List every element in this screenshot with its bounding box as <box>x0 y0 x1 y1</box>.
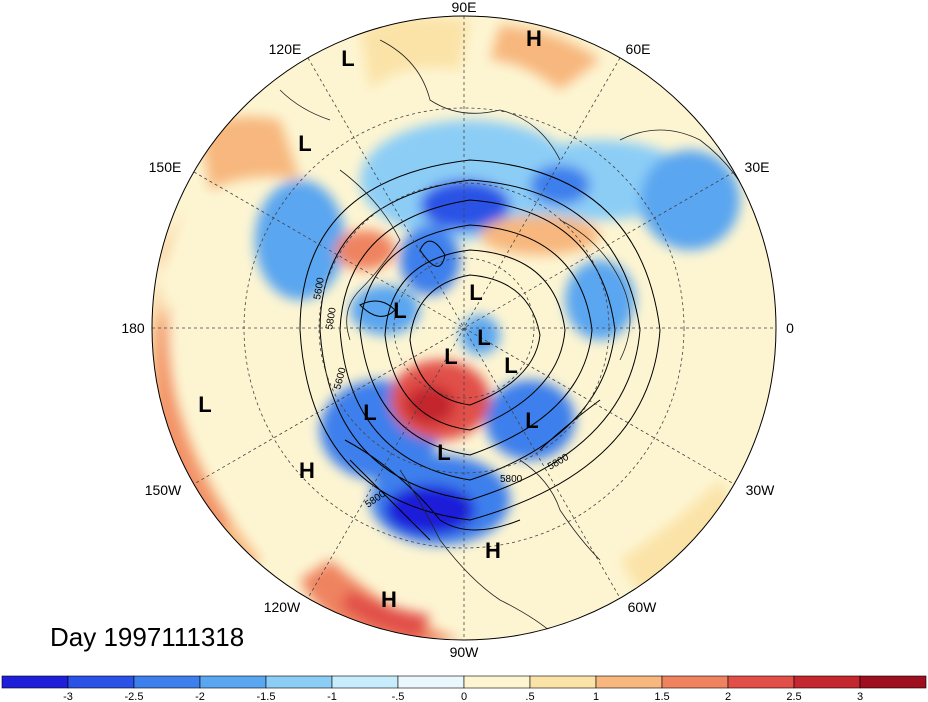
contour-label: 5800 <box>500 474 523 485</box>
colorbar: -3 -2.5 -2 -1.5 -1 -.5 0 .5 1 1.5 2 2.5 3 <box>1 675 927 702</box>
colorbar-tick-label: -1 <box>327 691 337 702</box>
low-marker: L <box>437 440 450 465</box>
pressure-systems: H L L L L L L L L L L L H H H <box>198 26 542 612</box>
colorbar-tick-label: 1.5 <box>654 691 669 702</box>
low-marker: L <box>341 46 354 71</box>
low-marker: L <box>363 400 376 425</box>
lon-label-60w: 60W <box>628 599 658 615</box>
low-marker: L <box>525 408 538 433</box>
lon-label-30e: 30E <box>745 159 770 175</box>
lon-label-180: 180 <box>121 320 145 336</box>
colorbar-tick-label: 2 <box>725 691 731 702</box>
high-marker: H <box>485 538 501 563</box>
colorbar-swatch <box>661 675 729 689</box>
colorbar-tick-label: 2.5 <box>786 691 801 702</box>
low-marker: L <box>444 344 457 369</box>
map-boundary <box>151 15 777 641</box>
low-marker: L <box>198 392 211 417</box>
colorbar-tick-label: -2.5 <box>125 691 144 702</box>
low-marker: L <box>504 353 517 378</box>
colorbar-tick-label: .5 <box>525 691 534 702</box>
lon-label-90e: 90E <box>452 0 477 15</box>
lon-label-120e: 120E <box>269 41 302 57</box>
colorbar-swatch <box>397 675 465 689</box>
colorbar-tick-label: -.5 <box>392 691 405 702</box>
colorbar-swatch <box>859 675 927 689</box>
high-marker: H <box>299 458 315 483</box>
low-marker: L <box>469 280 482 305</box>
colorbar-swatch <box>331 675 399 689</box>
high-marker: H <box>381 587 397 612</box>
lon-label-120w: 120W <box>264 599 301 615</box>
colorbar-tick-label: 1 <box>593 691 599 702</box>
day-label: Day 1997111318 <box>50 622 244 652</box>
low-marker: L <box>477 325 490 350</box>
colorbar-swatch <box>1 675 69 689</box>
colorbar-tick-label: -2 <box>195 691 205 702</box>
lon-label-0: 0 <box>786 320 794 336</box>
contour-label: 5800 <box>324 306 339 330</box>
colorbar-swatch <box>67 675 135 689</box>
contour-label: 5600 <box>312 276 327 300</box>
height-contours <box>299 159 661 541</box>
graticule <box>152 16 776 640</box>
lon-label-150e: 150E <box>149 159 182 175</box>
anomaly-shading <box>152 16 740 640</box>
lon-label-60e: 60E <box>626 41 651 57</box>
lon-label-150w: 150W <box>145 482 182 498</box>
colorbar-swatch <box>463 675 531 689</box>
colorbar-swatch <box>199 675 267 689</box>
polar-map <box>152 16 776 640</box>
high-marker: H <box>526 26 542 51</box>
colorbar-tick-label: 0 <box>461 691 467 702</box>
colorbar-tick-label: -3 <box>63 691 73 702</box>
colorbar-swatch <box>727 675 795 689</box>
colorbar-swatch <box>529 675 597 689</box>
colorbar-swatch <box>265 675 333 689</box>
colorbar-swatch <box>133 675 201 689</box>
colorbar-swatch <box>595 675 663 689</box>
longitude-labels: 90E 60E 30E 0 30W 60W 90W 120W 150W 180 … <box>121 0 794 660</box>
lon-label-30w: 30W <box>746 482 776 498</box>
colorbar-swatch <box>793 675 861 689</box>
lon-label-90w: 90W <box>450 644 480 660</box>
low-marker: L <box>298 131 311 156</box>
colorbar-tick-label: -1.5 <box>257 691 276 702</box>
colorbar-tick-label: 3 <box>857 691 863 702</box>
low-marker: L <box>393 298 406 323</box>
